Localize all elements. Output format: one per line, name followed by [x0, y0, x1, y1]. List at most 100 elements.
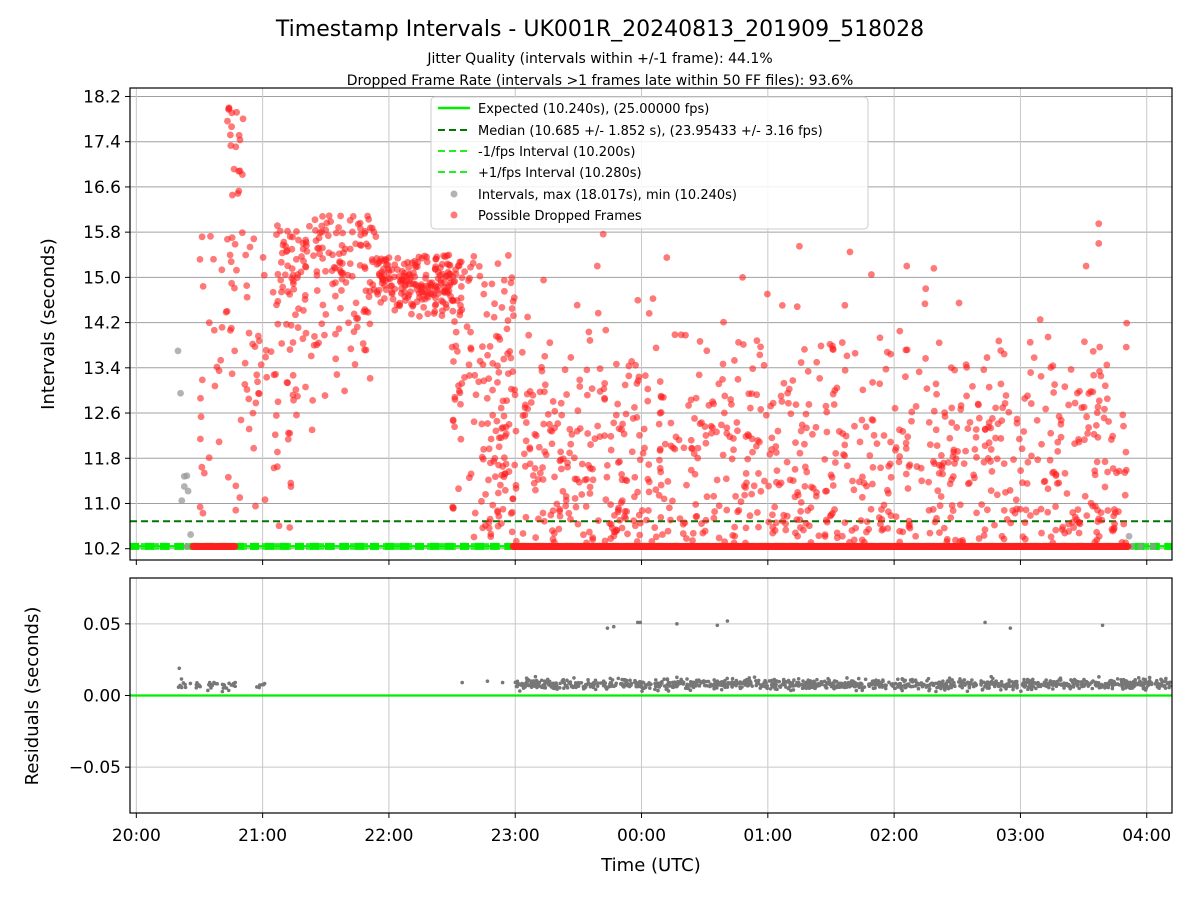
dropped-frame-point	[821, 533, 829, 540]
dropped-frame-point	[205, 319, 213, 327]
dropped-frame-point	[884, 524, 892, 532]
residual-point	[641, 681, 646, 685]
dropped-frame-point	[401, 269, 408, 277]
dropped-frame-point	[730, 446, 737, 454]
dropped-frame-point	[540, 276, 547, 284]
dropped-frame-point	[335, 224, 342, 231]
dropped-frame-point	[500, 276, 508, 284]
dropped-frame-point	[858, 416, 866, 424]
dropped-frame-point	[912, 532, 920, 540]
dropped-frame-point	[1109, 432, 1117, 440]
dropped-frame-point	[908, 417, 915, 425]
dropped-frame-point	[846, 248, 854, 256]
dropped-frame-point	[972, 433, 980, 441]
residual-point	[565, 685, 570, 690]
dropped-frame-point	[741, 491, 749, 499]
residual-point	[1099, 685, 1104, 689]
dropped-frame-point	[243, 386, 251, 393]
dropped-frame-point	[969, 382, 976, 390]
residual-point	[648, 686, 652, 690]
dropped-frame-point	[1044, 333, 1052, 341]
dropped-frame-point	[438, 297, 445, 305]
residual-point	[1168, 680, 1172, 685]
dropped-frame-point	[681, 519, 689, 527]
dropped-frame-point	[595, 517, 602, 524]
dropped-frame-point	[1046, 456, 1054, 464]
dropped-frame-point	[394, 254, 402, 262]
dropped-frame-point	[279, 241, 287, 249]
dropped-frame-point	[904, 433, 912, 441]
dropped-frame-point	[772, 443, 780, 450]
dropped-frame-point	[443, 288, 451, 296]
dropped-frame-point	[412, 281, 420, 289]
x-axis-label: Time (UTC)	[600, 855, 701, 876]
dropped-frame-point	[734, 427, 741, 435]
dropped-frame-point	[421, 295, 429, 303]
residual-point	[1163, 679, 1168, 684]
dropped-frame-point	[891, 404, 899, 412]
dropped-frame-point	[286, 429, 294, 437]
residual-point	[762, 681, 766, 685]
residuals-y-tick-label: 0.05	[83, 615, 121, 635]
intervals-y-tick-label: 11.0	[83, 494, 121, 514]
dropped-frame-point	[645, 461, 653, 468]
dropped-frame-point	[631, 403, 638, 411]
dropped-frame-point	[748, 490, 756, 498]
dropped-frame-point	[720, 318, 727, 326]
dropped-frame-point	[364, 242, 372, 250]
dropped-frame-point	[829, 346, 837, 353]
dropped-frame-point	[930, 407, 938, 415]
dropped-frame-point	[794, 532, 802, 540]
residual-point	[837, 683, 841, 688]
dropped-frame-point	[851, 422, 858, 430]
dropped-frame-point	[226, 327, 234, 334]
dropped-frame-point	[903, 346, 911, 354]
dropped-frame-point	[948, 502, 956, 509]
dropped-frame-point	[450, 358, 457, 365]
residual-point	[593, 687, 598, 692]
dropped-frame-point	[699, 529, 707, 537]
dropped-frame-point	[306, 222, 313, 230]
residual-point	[691, 680, 696, 685]
dropped-frame-point	[987, 487, 995, 495]
dropped-frame-point	[286, 524, 294, 531]
dropped-frame-point	[315, 244, 323, 252]
dropped-frame-point	[338, 275, 346, 283]
legend-dropped-marker	[450, 211, 458, 219]
dropped-frame-point	[198, 463, 206, 471]
residual-point	[1026, 678, 1031, 683]
dropped-frame-point	[683, 481, 690, 489]
dropped-frame-point	[373, 260, 381, 268]
dropped-frame-point	[763, 290, 771, 298]
residual-point	[220, 689, 225, 694]
dropped-frame-point	[589, 476, 597, 484]
residual-point	[740, 685, 744, 689]
dropped-frame-point	[1050, 389, 1058, 396]
dropped-frame-point	[855, 478, 863, 486]
residual-point	[703, 683, 708, 688]
residual-point	[715, 623, 720, 628]
dropped-frame-point	[586, 483, 594, 491]
dropped-frame-point	[503, 325, 511, 333]
x-tick-label: 23:00	[491, 826, 540, 846]
residual-point	[730, 685, 734, 689]
dropped-frame-point	[228, 279, 235, 287]
dropped-frame-point	[196, 256, 204, 263]
dropped-frame-point	[1080, 403, 1088, 411]
residual-point	[541, 683, 545, 688]
dropped-frame-point	[816, 375, 824, 382]
residual-point	[889, 682, 894, 687]
dropped-frame-point	[557, 456, 565, 464]
dropped-frame-point	[1093, 458, 1101, 466]
residual-point	[777, 679, 782, 684]
intervals-y-tick-label: 13.4	[83, 359, 121, 379]
dropped-frame-point	[311, 333, 318, 340]
dropped-frame-point	[541, 517, 548, 525]
residual-point	[1015, 686, 1019, 690]
dropped-frame-point	[431, 301, 439, 309]
dropped-frame-point	[571, 495, 579, 502]
residual-point	[675, 622, 679, 626]
dropped-frame-point	[661, 440, 669, 448]
dropped-frame-point	[210, 326, 218, 334]
dropped-frame-point	[753, 509, 761, 516]
